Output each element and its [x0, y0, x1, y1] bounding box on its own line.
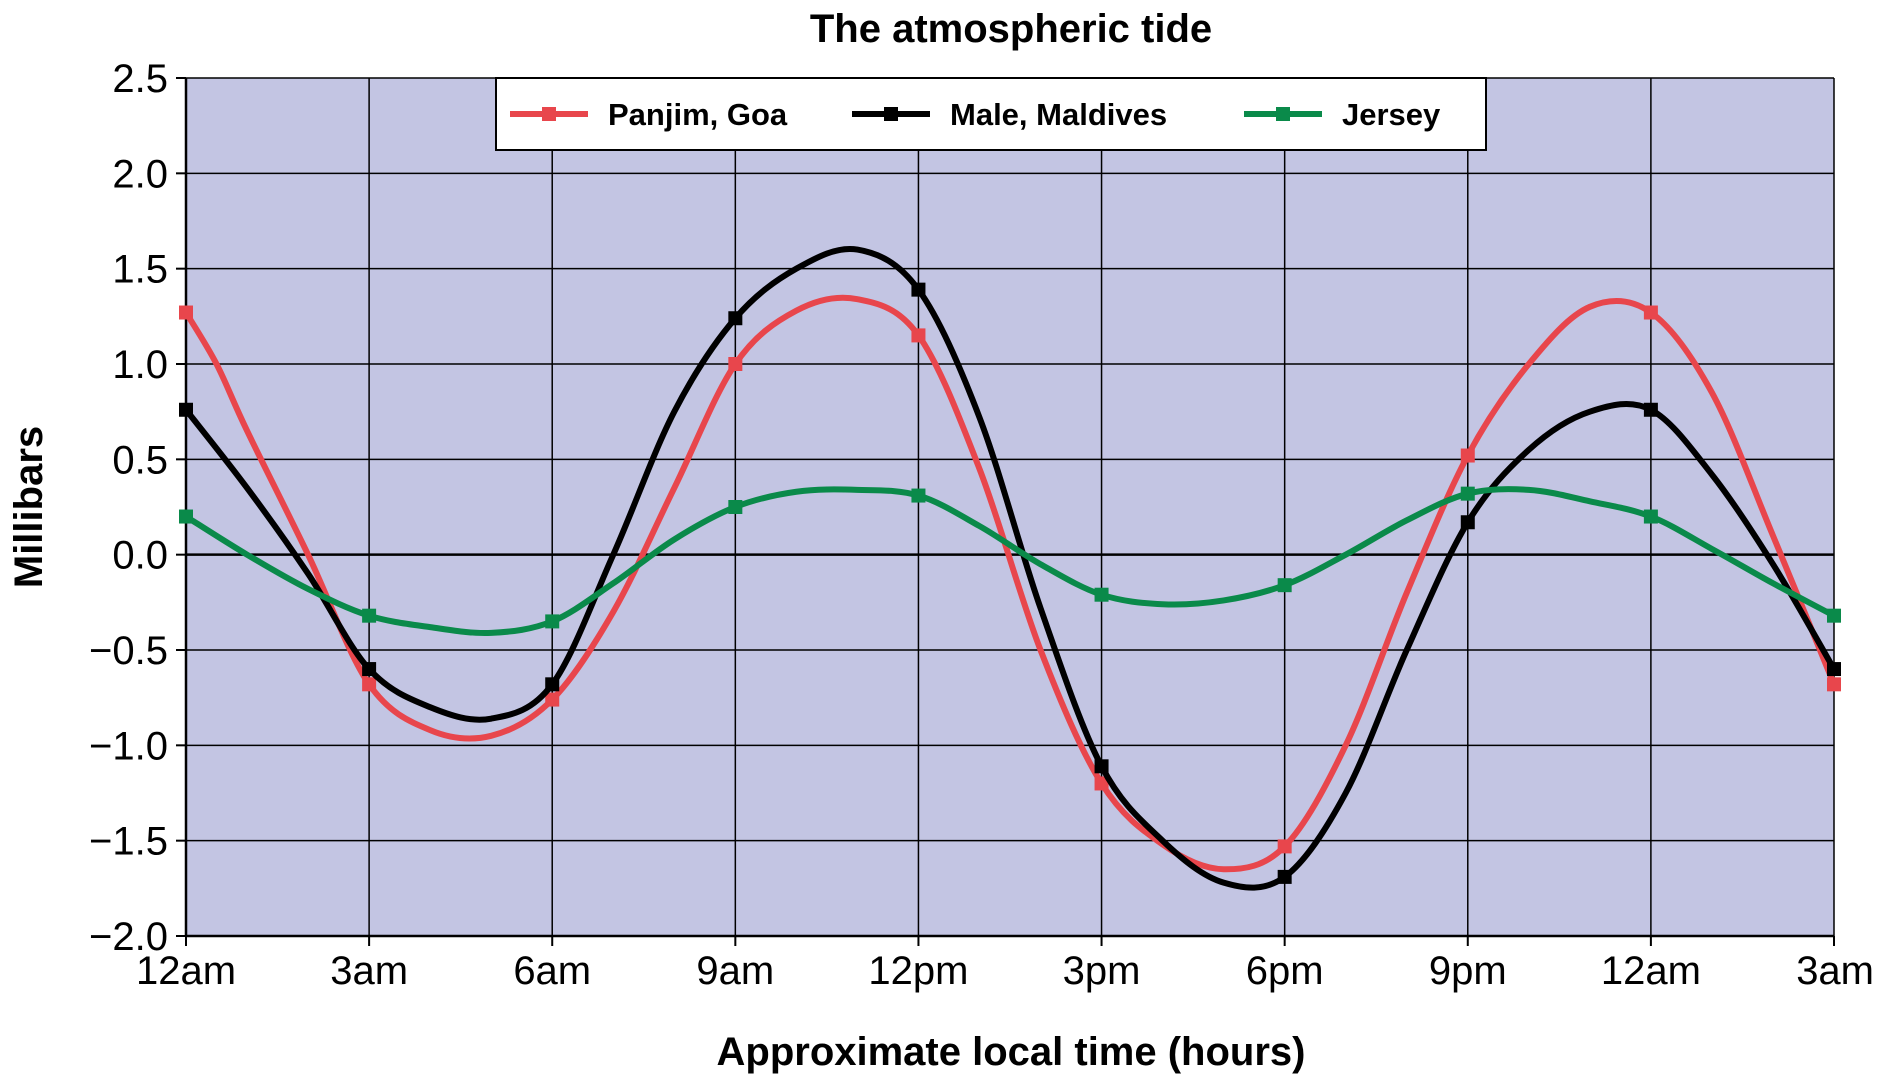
legend-swatch-marker — [542, 107, 556, 121]
data-point-panjim-goa — [911, 328, 926, 343]
x-tick-label: 6am — [513, 949, 591, 993]
data-point-jersey — [362, 608, 377, 623]
x-tick-label: 3am — [330, 949, 408, 993]
series-male-maldives — [179, 245, 1841, 891]
data-point-jersey — [1827, 608, 1841, 623]
data-point-male-maldives — [1094, 759, 1109, 774]
y-tick-label: −1.0 — [89, 724, 168, 768]
y-tick-label: 1.5 — [112, 248, 168, 292]
data-point-male-maldives — [728, 311, 743, 326]
y-tick-label: 1.0 — [112, 343, 168, 387]
legend-label: Jersey — [1342, 97, 1441, 132]
data-point-jersey — [1643, 509, 1658, 524]
legend-entry-panjim-goa: Panjim, Goa — [510, 97, 788, 132]
legend-label: Panjim, Goa — [608, 97, 788, 132]
data-point-jersey — [545, 614, 560, 629]
data-point-panjim-goa — [1827, 677, 1841, 692]
y-tick-label: 2.0 — [112, 152, 168, 196]
series-line-panjim-goa — [183, 294, 1837, 873]
data-point-panjim-goa — [728, 357, 743, 371]
data-point-male-maldives — [911, 282, 926, 297]
x-tick-label: 6pm — [1246, 949, 1324, 993]
y-tick-label: 0.5 — [112, 438, 168, 482]
legend-entry-male-maldives: Male, Maldives — [852, 97, 1167, 132]
series-layer — [179, 245, 1841, 891]
y-tick-label: −0.5 — [89, 629, 168, 673]
data-point-jersey — [179, 509, 193, 524]
legend: Panjim, Goa Male, Maldives Jersey — [495, 77, 1487, 151]
data-point-male-maldives — [1277, 869, 1292, 884]
series-line-jersey — [183, 486, 1837, 636]
data-point-male-maldives — [362, 662, 377, 677]
legend-swatch-marker — [884, 107, 898, 121]
data-point-panjim-goa — [179, 305, 193, 320]
x-tick-label: 12am — [136, 949, 236, 993]
chart-title: The atmospheric tide — [810, 7, 1212, 51]
data-point-panjim-goa — [1643, 305, 1658, 320]
legend-entry-jersey: Jersey — [1244, 97, 1441, 132]
data-point-jersey — [1094, 587, 1109, 602]
data-point-jersey — [1277, 578, 1292, 593]
series-line-male-maldives — [183, 245, 1837, 891]
data-point-male-maldives — [545, 677, 560, 692]
x-tick-label: 9pm — [1429, 949, 1507, 993]
y-tick-label: −1.5 — [89, 820, 168, 864]
data-point-male-maldives — [1460, 515, 1475, 530]
x-tick-label: 3am — [1796, 949, 1874, 993]
y-tick-label: −2.0 — [89, 915, 168, 959]
data-point-jersey — [1460, 486, 1475, 501]
series-jersey — [179, 486, 1841, 636]
x-tick-label: 12am — [1601, 949, 1701, 993]
data-point-panjim-goa — [362, 677, 377, 692]
data-point-male-maldives — [1827, 662, 1841, 677]
data-point-male-maldives — [1643, 402, 1658, 417]
y-axis-label: Millibars — [7, 426, 51, 588]
data-point-panjim-goa — [1460, 448, 1475, 463]
series-panjim-goa — [179, 294, 1841, 873]
x-tick-label: 3pm — [1063, 949, 1141, 993]
data-point-jersey — [728, 500, 743, 514]
data-point-jersey — [911, 488, 926, 503]
data-point-panjim-goa — [545, 692, 560, 707]
x-tick-label: 9am — [696, 949, 774, 993]
x-axis-label: Approximate local time (hours) — [717, 1030, 1306, 1074]
legend-label: Male, Maldives — [950, 97, 1167, 132]
x-axis-ticks: 12am 3am 6am 9am 12pm 3pm 6pm 9pm 12am 3am — [136, 936, 1874, 993]
data-point-male-maldives — [179, 402, 193, 417]
data-point-panjim-goa — [1094, 776, 1109, 791]
y-tick-label: 2.5 — [112, 57, 168, 101]
data-point-panjim-goa — [1277, 839, 1292, 854]
x-tick-label: 12pm — [868, 949, 968, 993]
y-tick-label: 0.0 — [112, 534, 168, 578]
y-axis-ticks: 2.5 2.0 1.5 1.0 0.5 0.0 −0.5 −1.0 −1.5 −2.0 — [89, 57, 186, 959]
legend-swatch-marker — [1276, 107, 1290, 121]
